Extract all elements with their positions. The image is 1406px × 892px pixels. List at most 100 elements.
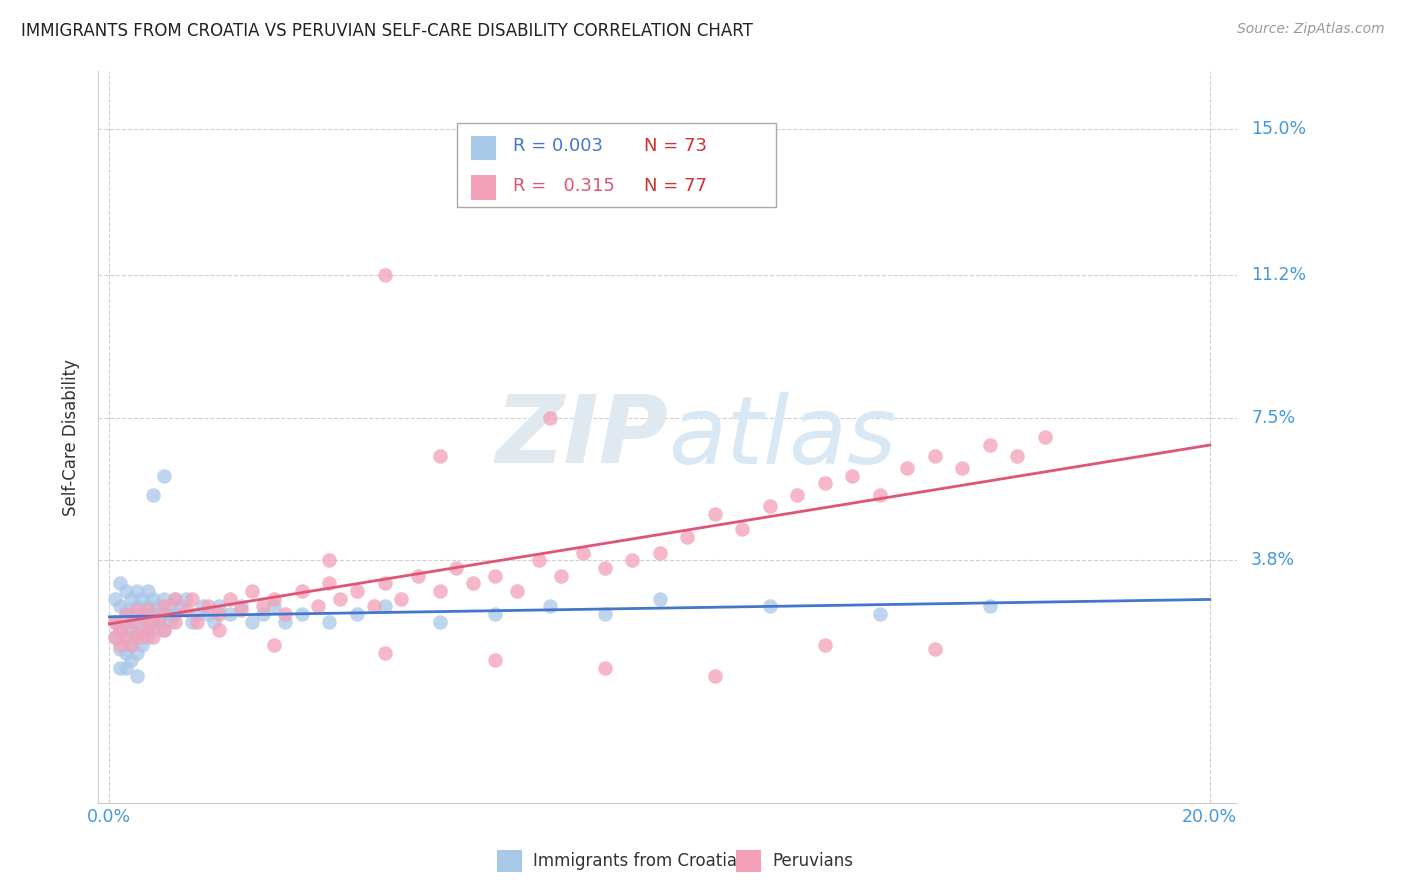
Point [125, 615, 148, 629]
Point [346, 607, 368, 622]
FancyBboxPatch shape [737, 850, 761, 872]
Point [165, 591, 187, 606]
Point [208, 607, 231, 622]
FancyBboxPatch shape [471, 136, 496, 161]
Point [153, 468, 176, 483]
Point [120, 638, 142, 652]
Point [950, 461, 973, 475]
Point [924, 450, 946, 464]
Point [979, 599, 1001, 614]
Point [131, 630, 153, 644]
Point [208, 623, 231, 637]
Point [703, 507, 725, 521]
Point [131, 638, 153, 652]
Text: R = 0.003: R = 0.003 [513, 137, 603, 155]
Point [814, 476, 837, 491]
Point [538, 599, 561, 614]
Point [676, 530, 699, 544]
Point [318, 553, 340, 567]
Point [104, 591, 127, 606]
Point [758, 599, 780, 614]
Point [263, 638, 285, 652]
Point [274, 615, 297, 629]
Point [429, 450, 451, 464]
Point [550, 568, 572, 582]
Point [148, 615, 170, 629]
Point [621, 553, 644, 567]
Text: 7.5%: 7.5% [1251, 409, 1295, 427]
Point [527, 553, 550, 567]
Point [208, 599, 231, 614]
Point [274, 607, 297, 622]
Point [252, 599, 274, 614]
Point [125, 646, 148, 660]
Point [153, 607, 176, 622]
Text: N = 77: N = 77 [644, 177, 707, 194]
Text: ZIP: ZIP [495, 391, 668, 483]
Point [1033, 430, 1056, 444]
Point [242, 584, 264, 599]
Point [120, 623, 142, 637]
Point [593, 561, 616, 575]
Point [571, 545, 593, 559]
Point [484, 653, 506, 667]
Point [181, 591, 204, 606]
Point [505, 584, 527, 599]
Point [115, 630, 138, 644]
Point [115, 607, 138, 622]
Point [176, 591, 198, 606]
Point [703, 669, 725, 683]
Point [110, 641, 132, 656]
Point [186, 607, 208, 622]
Point [263, 591, 285, 606]
Point [731, 523, 754, 537]
Point [648, 591, 671, 606]
Point [159, 599, 181, 614]
Point [153, 623, 176, 637]
Point [176, 603, 198, 617]
Point [136, 615, 159, 629]
Point [142, 623, 165, 637]
Point [104, 615, 127, 629]
Point [318, 576, 340, 591]
Point [538, 410, 561, 425]
Point [329, 591, 352, 606]
Y-axis label: Self-Care Disability: Self-Care Disability [62, 359, 80, 516]
Point [110, 623, 132, 637]
Point [148, 599, 170, 614]
Point [979, 438, 1001, 452]
Point [869, 607, 891, 622]
Point [110, 661, 132, 675]
Point [242, 615, 264, 629]
Point [406, 568, 429, 582]
Point [896, 461, 918, 475]
Text: 3.8%: 3.8% [1251, 551, 1295, 569]
Point [429, 584, 451, 599]
Point [120, 607, 142, 622]
Point [869, 488, 891, 502]
Point [170, 599, 193, 614]
Point [1005, 450, 1028, 464]
Point [110, 623, 132, 637]
Point [104, 630, 127, 644]
Point [115, 646, 138, 660]
Text: Immigrants from Croatia: Immigrants from Croatia [533, 853, 738, 871]
Point [373, 576, 395, 591]
Point [136, 603, 159, 617]
Point [786, 488, 808, 502]
Point [373, 646, 395, 660]
Point [231, 599, 253, 614]
Point [136, 584, 159, 599]
Point [110, 576, 132, 591]
Point [510, 129, 533, 144]
Text: IMMIGRANTS FROM CROATIA VS PERUVIAN SELF-CARE DISABILITY CORRELATION CHART: IMMIGRANTS FROM CROATIA VS PERUVIAN SELF… [21, 22, 754, 40]
Point [115, 661, 138, 675]
Point [125, 630, 148, 644]
Point [136, 623, 159, 637]
Point [202, 615, 225, 629]
Point [131, 611, 153, 625]
Point [115, 603, 138, 617]
Point [648, 545, 671, 559]
Point [131, 623, 153, 637]
Point [120, 591, 142, 606]
